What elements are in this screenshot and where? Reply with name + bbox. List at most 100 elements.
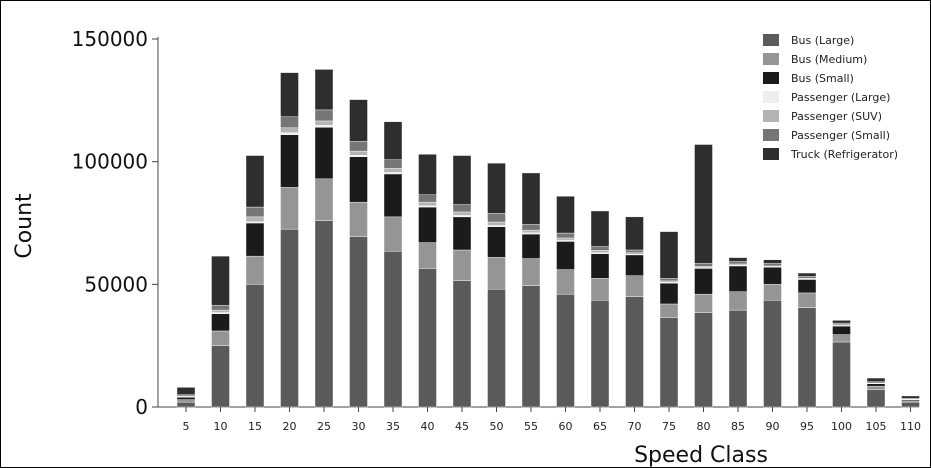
bar-segment [314, 127, 334, 180]
bar-segment [728, 265, 748, 292]
bar-segment [797, 276, 817, 279]
x-tick-labels: 5 10 15 20 25 30 35 40 45 50 55 60 65 70 75 80 85 90 95 100… [183, 407, 921, 433]
x-tick-label: 60 [559, 420, 573, 433]
bar-segment [418, 268, 437, 408]
bar-segment [487, 257, 506, 290]
bar-segment [797, 292, 817, 308]
bar-segment [211, 345, 230, 408]
bar-segment [176, 399, 196, 403]
x-tick-label: 10 [214, 420, 228, 433]
legend-label: Bus (Medium) [791, 53, 867, 66]
legend-label: Truck (Refrigerator) [790, 148, 898, 161]
bar-segment [625, 216, 644, 251]
bar-segment [521, 233, 541, 259]
bar-segment [625, 252, 644, 255]
bar-segment [694, 293, 713, 313]
x-tick-label: 5 [183, 420, 190, 433]
bar-segment [280, 72, 299, 117]
x-tick-label: 40 [421, 420, 435, 433]
x-tick-label: 65 [593, 420, 607, 433]
bar-segment [625, 296, 644, 408]
bar-segment [452, 211, 472, 216]
bar-segment [176, 401, 196, 408]
bar-segment [659, 278, 679, 282]
bar-segment [521, 258, 541, 286]
bar-segment [211, 255, 230, 306]
bar-segment [556, 241, 575, 270]
bar-segment [383, 173, 403, 218]
x-tick-label: 110 [900, 420, 921, 433]
bar-segment [728, 257, 748, 262]
bar-segment [280, 134, 299, 188]
legend-swatch [763, 91, 779, 103]
bar-segment [452, 249, 472, 281]
x-tick-label: 25 [317, 420, 331, 433]
bar-segment [832, 341, 851, 408]
bar-segment [487, 213, 506, 223]
bar-segment [280, 228, 299, 408]
y-tick-label: 50000 [84, 272, 148, 296]
legend-label: Bus (Small) [791, 72, 854, 85]
legend-swatch [763, 129, 779, 141]
y-tick-label: 150000 [72, 27, 148, 51]
bar-segment [556, 237, 575, 241]
bar-segment [349, 99, 368, 142]
bar-segment [728, 309, 748, 408]
bar-segment [832, 325, 851, 335]
bar-segment [452, 204, 472, 213]
bar-segment [280, 132, 299, 135]
x-tick-label: 50 [490, 420, 504, 433]
bar-segment [314, 69, 334, 111]
bar-segment [590, 250, 610, 253]
bar-segment [418, 201, 437, 207]
bar-segment [452, 155, 472, 205]
bar-segment [763, 300, 782, 408]
x-tick-label: 90 [766, 420, 780, 433]
y-tick-labels: 0 50000 100000 150000 [72, 27, 158, 419]
bar-segment [521, 172, 541, 225]
bar-segment [245, 155, 265, 208]
bar-segment [521, 224, 541, 231]
bar-segment [211, 304, 230, 311]
bar-segment [866, 385, 886, 391]
bar-segment [694, 312, 713, 408]
bars-layer [176, 69, 920, 408]
bar-segment [659, 280, 679, 283]
bar-segment [314, 220, 334, 408]
bar-segment [590, 210, 610, 247]
legend: Bus (Large) Bus (Medium) Bus (Small) Passen… [763, 34, 898, 161]
x-tick-label: 30 [352, 420, 366, 433]
bar-segment [521, 229, 541, 234]
x-tick-label: 35 [386, 420, 400, 433]
x-tick-label: 100 [831, 420, 852, 433]
bar-segment [452, 216, 472, 251]
bar-segment [314, 109, 334, 122]
bar-segment [797, 307, 817, 408]
bar-segment [487, 289, 506, 408]
x-axis-title: Speed Class [634, 443, 768, 467]
bar-segment [349, 150, 368, 156]
bar-segment [418, 154, 437, 195]
bar-segment [659, 303, 679, 318]
bar-segment [556, 269, 575, 295]
bar-segment [659, 282, 679, 305]
bar-segment [797, 272, 817, 277]
bar-segment [625, 275, 644, 297]
y-tick-label: 100000 [72, 150, 148, 174]
bar-segment [625, 254, 644, 276]
bar-segment [383, 251, 403, 408]
x-tick-label: 20 [283, 420, 297, 433]
bar-segment [694, 144, 713, 264]
bar-segment [349, 201, 368, 237]
bar-segment [487, 226, 506, 258]
legend-swatch [763, 110, 779, 122]
legend-label: Bus (Large) [791, 34, 854, 47]
bar-segment [556, 196, 575, 234]
bar-segment [763, 263, 782, 267]
bar-segment [590, 300, 610, 408]
legend-label: Passenger (Large) [791, 91, 890, 104]
x-tick-label: 95 [800, 420, 814, 433]
y-axis-title: Count [12, 193, 37, 259]
